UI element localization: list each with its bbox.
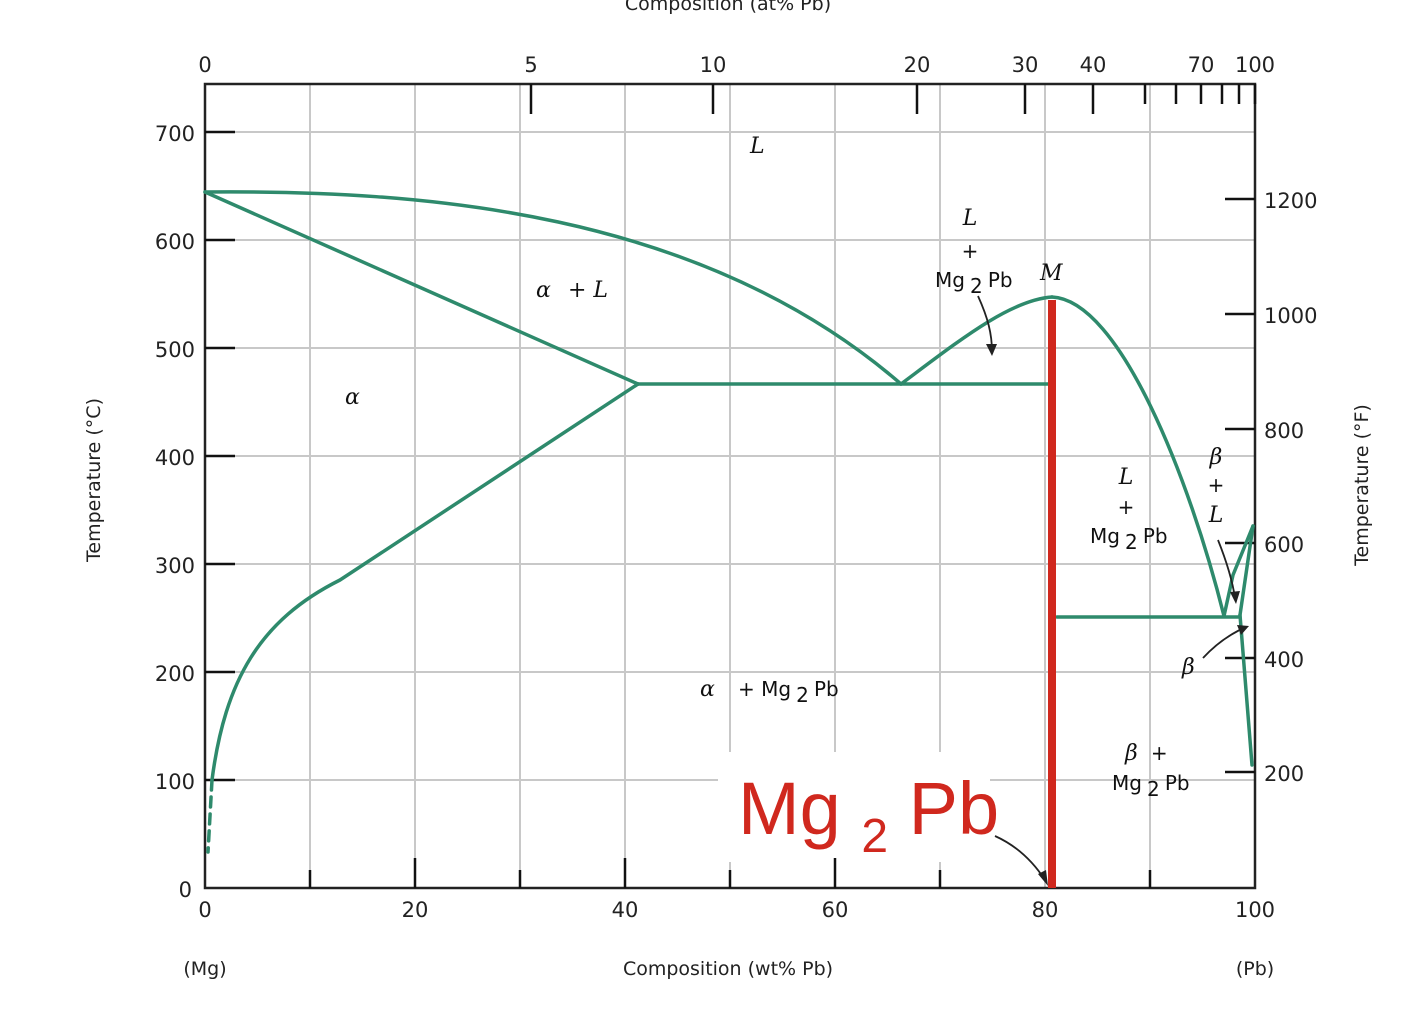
phase-boundaries <box>203 190 1255 854</box>
plus-l: + L <box>568 278 608 303</box>
left-tick: 0 <box>179 878 192 902</box>
l-plus-mg2pb-right-l: L <box>1118 465 1134 490</box>
top-tick-labels: 0 5 10 20 30 40 70 100 <box>198 53 1275 77</box>
axis-ticks <box>205 84 1257 888</box>
liquidus-mg2pb-right <box>1050 295 1226 618</box>
beta-plus-l-beta: β <box>1209 445 1223 470</box>
top-tick: 5 <box>524 53 537 77</box>
left-axis-title: Temperature (°C) <box>83 398 105 563</box>
solvus-alpha-dashed <box>206 778 214 854</box>
right-tick: 800 <box>1264 419 1304 443</box>
right-tick: 1000 <box>1264 304 1317 328</box>
arrow-beta-plus-l <box>1217 539 1236 599</box>
left-tick: 500 <box>155 338 195 362</box>
plus-mg: + Mg <box>738 677 791 701</box>
mg-text: Mg <box>935 268 965 292</box>
bottom-tick-labels: 0 20 40 60 80 100 <box>198 898 1275 922</box>
arrow-compound-point <box>994 835 1046 881</box>
beta-plus-l-l: L <box>1208 503 1224 528</box>
top-tick: 100 <box>1235 53 1275 77</box>
top-tick: 10 <box>700 53 727 77</box>
left-tick: 300 <box>155 554 195 578</box>
beta-plus-l-plus: + <box>1208 473 1225 497</box>
solvus-alpha <box>210 382 640 782</box>
beta-solidus <box>1238 524 1255 617</box>
top-tick: 30 <box>1012 53 1039 77</box>
pb-text: Pb <box>988 268 1013 292</box>
arrowhead-icon <box>986 344 997 356</box>
liquidus-mg-side <box>203 190 903 386</box>
top-axis-title: Composition (at% Pb) <box>625 0 831 15</box>
right-endpoint-label: (Pb) <box>1236 958 1274 980</box>
l-plus-mg2pb-right-compound: Mg 2 Pb <box>1090 524 1168 554</box>
bottom-axis-title: Composition (wt% Pb) <box>623 958 833 980</box>
arrow-beta <box>1202 626 1247 659</box>
left-tick: 200 <box>155 662 195 686</box>
subscript-2: 2 <box>1147 777 1160 801</box>
right-tick: 600 <box>1264 533 1304 557</box>
top-tick: 20 <box>904 53 931 77</box>
grid <box>205 84 1255 888</box>
pb-text: Pb <box>1165 771 1190 795</box>
left-tick: 700 <box>155 122 195 146</box>
pb-text: Pb <box>1143 524 1168 548</box>
right-tick-labels: 200 400 600 800 1000 1200 <box>1264 189 1317 786</box>
subscript-2: 2 <box>970 274 983 298</box>
l-plus-mg2pb-left-l: L <box>962 206 978 231</box>
right-tick: 400 <box>1264 648 1304 672</box>
left-tick-labels: 0 100 200 300 400 500 600 700 <box>155 122 195 902</box>
beta-symbol: β <box>1124 741 1138 766</box>
l-plus-mg2pb-right-plus: + <box>1118 495 1135 519</box>
subscript-2: 2 <box>1125 530 1138 554</box>
pb-text: Pb <box>814 677 839 701</box>
callout-pb: Pb <box>909 767 1000 850</box>
arrowhead-icon <box>1038 870 1048 886</box>
region-labels: L α + L α α + Mg 2 Pb L + Mg 2 Pb M L + … <box>345 134 1249 801</box>
arrowhead-icon <box>1230 591 1240 604</box>
callout-mask <box>718 752 990 862</box>
left-tick: 600 <box>155 230 195 254</box>
alpha-symbol: α <box>700 677 715 702</box>
mg-text: Mg <box>1090 524 1120 548</box>
beta-plus-mg2pb-top: β + <box>1124 741 1168 766</box>
mg2pb-callout: Mg 2 Pb <box>738 767 999 868</box>
left-tick: 100 <box>155 770 195 794</box>
maximum-point-label: M <box>1039 261 1063 286</box>
alpha-plus-liquid-label: α + L <box>536 278 608 303</box>
liquidus-pb-side <box>1222 524 1255 618</box>
alpha-plus-mg2pb-label: α + Mg 2 Pb <box>700 677 839 707</box>
right-tick: 200 <box>1264 762 1304 786</box>
top-tick: 40 <box>1080 53 1107 77</box>
alpha-symbol: α <box>536 278 551 303</box>
top-tick: 70 <box>1188 53 1215 77</box>
bottom-tick: 40 <box>612 898 639 922</box>
liquidus-mg2pb-left <box>899 295 1054 386</box>
mg-text: Mg <box>1112 771 1142 795</box>
alpha-label: α <box>345 385 360 410</box>
right-axis-title: Temperature (°F) <box>1351 404 1373 567</box>
subscript-2: 2 <box>796 683 809 707</box>
solidus-alpha <box>203 190 640 386</box>
beta-plus-mg2pb-compound: Mg 2 Pb <box>1112 771 1190 801</box>
top-tick: 0 <box>198 53 211 77</box>
bottom-tick: 100 <box>1235 898 1275 922</box>
l-plus-mg2pb-left-compound: Mg 2 Pb <box>935 268 1013 298</box>
bottom-tick: 20 <box>402 898 429 922</box>
arrowhead-icon <box>1237 625 1249 635</box>
bottom-tick: 60 <box>822 898 849 922</box>
bottom-tick: 0 <box>198 898 211 922</box>
beta-solvus <box>1238 613 1254 767</box>
callout-subscript: 2 <box>861 810 888 863</box>
left-tick: 400 <box>155 446 195 470</box>
beta-label: β <box>1181 655 1195 680</box>
liquid-label: L <box>749 134 765 159</box>
left-endpoint-label: (Mg) <box>183 958 226 980</box>
bottom-tick: 80 <box>1032 898 1059 922</box>
plus-sign: + <box>1151 741 1168 765</box>
callout-mg: Mg <box>738 767 841 850</box>
right-tick: 1200 <box>1264 189 1317 213</box>
l-plus-mg2pb-left-plus: + <box>962 239 979 263</box>
